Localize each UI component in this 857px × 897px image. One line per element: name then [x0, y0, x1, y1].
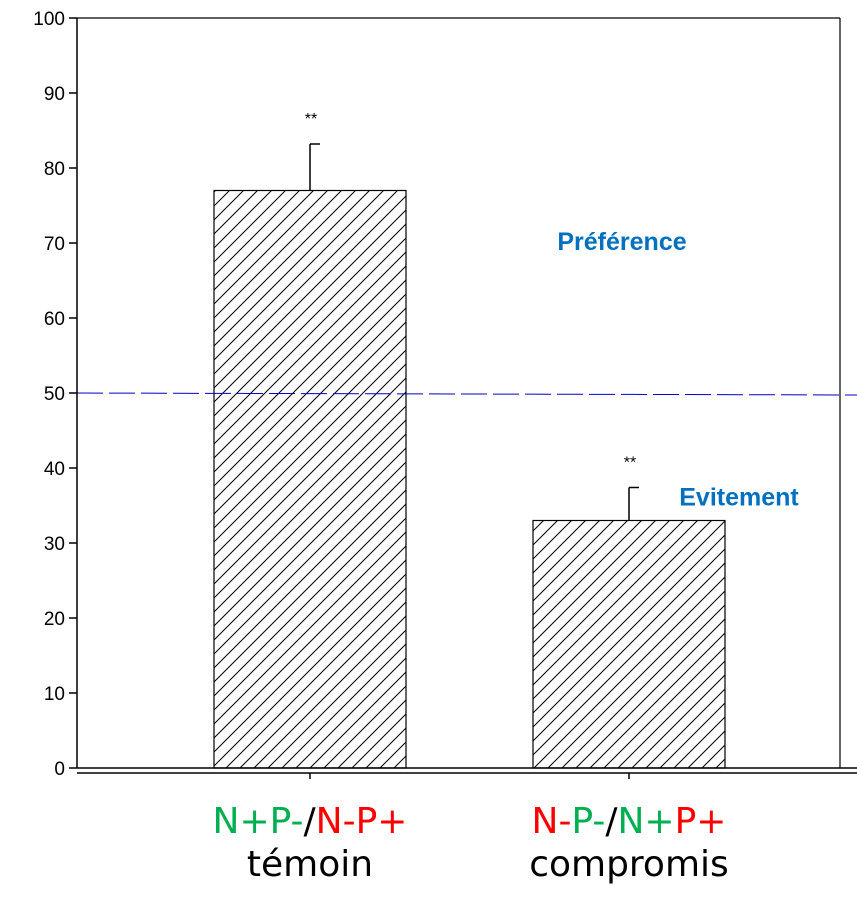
bar — [532, 519, 726, 769]
y-tick-label: 50 — [44, 384, 65, 405]
y-tick-label: 70 — [44, 234, 65, 255]
annotation-label: Evitement — [679, 484, 799, 512]
condition-segment: / — [605, 801, 618, 842]
bar — [213, 189, 407, 769]
y-tick-label: 60 — [44, 309, 65, 330]
condition-segment: N- — [531, 801, 572, 842]
x-category-label: N-P-/N+P+ compromis — [469, 800, 789, 886]
significance-label: ** — [624, 455, 636, 472]
condition-segment: N- — [315, 801, 356, 842]
category-name: compromis — [529, 844, 729, 886]
condition-segment: N+ — [212, 801, 270, 842]
y-tick-label: 100 — [33, 9, 65, 30]
y-tick-label: 20 — [44, 609, 65, 630]
annotation-label: Préférence — [557, 228, 686, 256]
significance-label: ** — [305, 111, 317, 128]
category-name: témoin — [246, 844, 374, 886]
y-tick-label: 30 — [44, 534, 65, 555]
condition-segment: / — [303, 801, 316, 842]
y-tick-label: 80 — [44, 159, 65, 180]
condition-segment: P- — [571, 801, 606, 842]
y-tick-label: 40 — [44, 459, 65, 480]
condition-segment: P- — [269, 801, 304, 842]
condition-segment: N+ — [617, 801, 675, 842]
condition-segment: P+ — [674, 801, 727, 842]
condition-label: N+P-/N-P+ — [150, 800, 470, 843]
baseline-mask — [0, 762, 70, 766]
condition-segment: P+ — [355, 801, 408, 842]
x-category-label: N+P-/N-P+ témoin — [150, 800, 470, 886]
y-tick-label: 10 — [44, 684, 65, 705]
y-tick-label: 90 — [44, 84, 65, 105]
y-tick-label: 0 — [54, 759, 65, 780]
condition-label: N-P-/N+P+ — [469, 800, 789, 843]
reference-line — [76, 392, 857, 396]
